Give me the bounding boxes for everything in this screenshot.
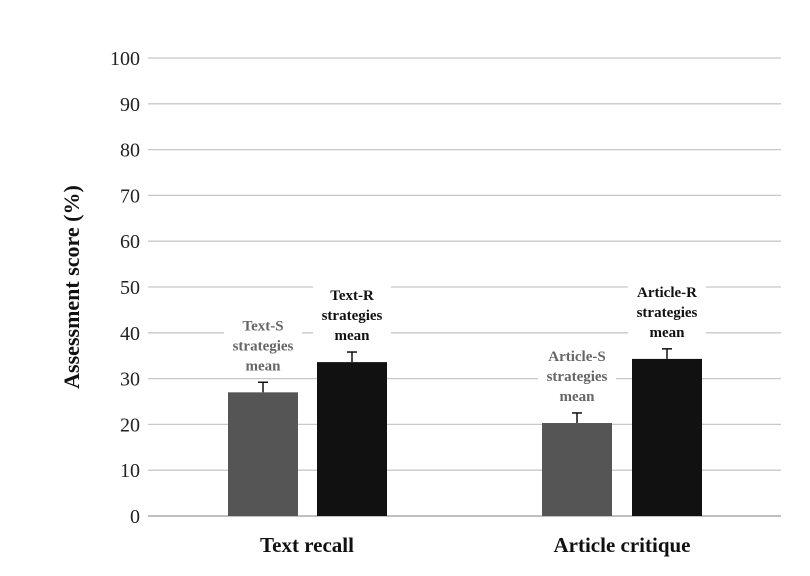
y-tick-label: 90: [120, 94, 140, 116]
bar: [228, 392, 298, 516]
y-tick-label: 50: [120, 277, 140, 299]
y-axis-ticks: 0 10 20 30 40 50 60 70 80 90 100: [110, 48, 140, 528]
bar-label-line: mean: [560, 389, 596, 405]
bar-label-line: strategies: [547, 369, 608, 385]
bar-label-line: Article-R: [637, 285, 697, 301]
bar-label-line: strategies: [322, 308, 383, 324]
bar-label-line: Text-S: [242, 318, 283, 334]
bar-label-line: mean: [335, 328, 371, 344]
bar-label-line: mean: [650, 325, 686, 341]
x-category-label: Article critique: [553, 533, 690, 557]
bar-labels: Text-S strategies mean Text-R strategies mean…: [224, 281, 706, 407]
y-tick-label: 30: [120, 369, 140, 391]
bar: [317, 362, 387, 516]
y-tick-label: 60: [120, 231, 140, 253]
bar-label-line: Text-R: [330, 288, 374, 304]
bar: [542, 423, 612, 516]
y-tick-label: 40: [120, 323, 140, 345]
x-category-label: Text recall: [260, 533, 354, 557]
bars: [228, 348, 702, 516]
bar-label-line: Article-S: [548, 349, 605, 365]
bar: [632, 358, 702, 516]
y-tick-label: 20: [120, 414, 140, 436]
bar-label-background: [628, 281, 706, 343]
y-tick-label: 10: [120, 460, 140, 482]
bar-label-background: [538, 345, 616, 407]
y-tick-label: 0: [130, 506, 140, 528]
bar-label-line: strategies: [637, 305, 698, 321]
category-labels: Text recall Article critique: [260, 533, 690, 557]
bar-label-line: strategies: [233, 338, 294, 354]
y-tick-label: 70: [120, 185, 140, 207]
bar-label-background: [224, 315, 302, 377]
y-tick-label: 80: [120, 140, 140, 162]
y-axis-label: Assessment score (%): [59, 185, 84, 389]
bar-label-background: [313, 285, 391, 347]
bar-label-line: mean: [246, 358, 282, 374]
y-tick-label: 100: [110, 48, 140, 70]
